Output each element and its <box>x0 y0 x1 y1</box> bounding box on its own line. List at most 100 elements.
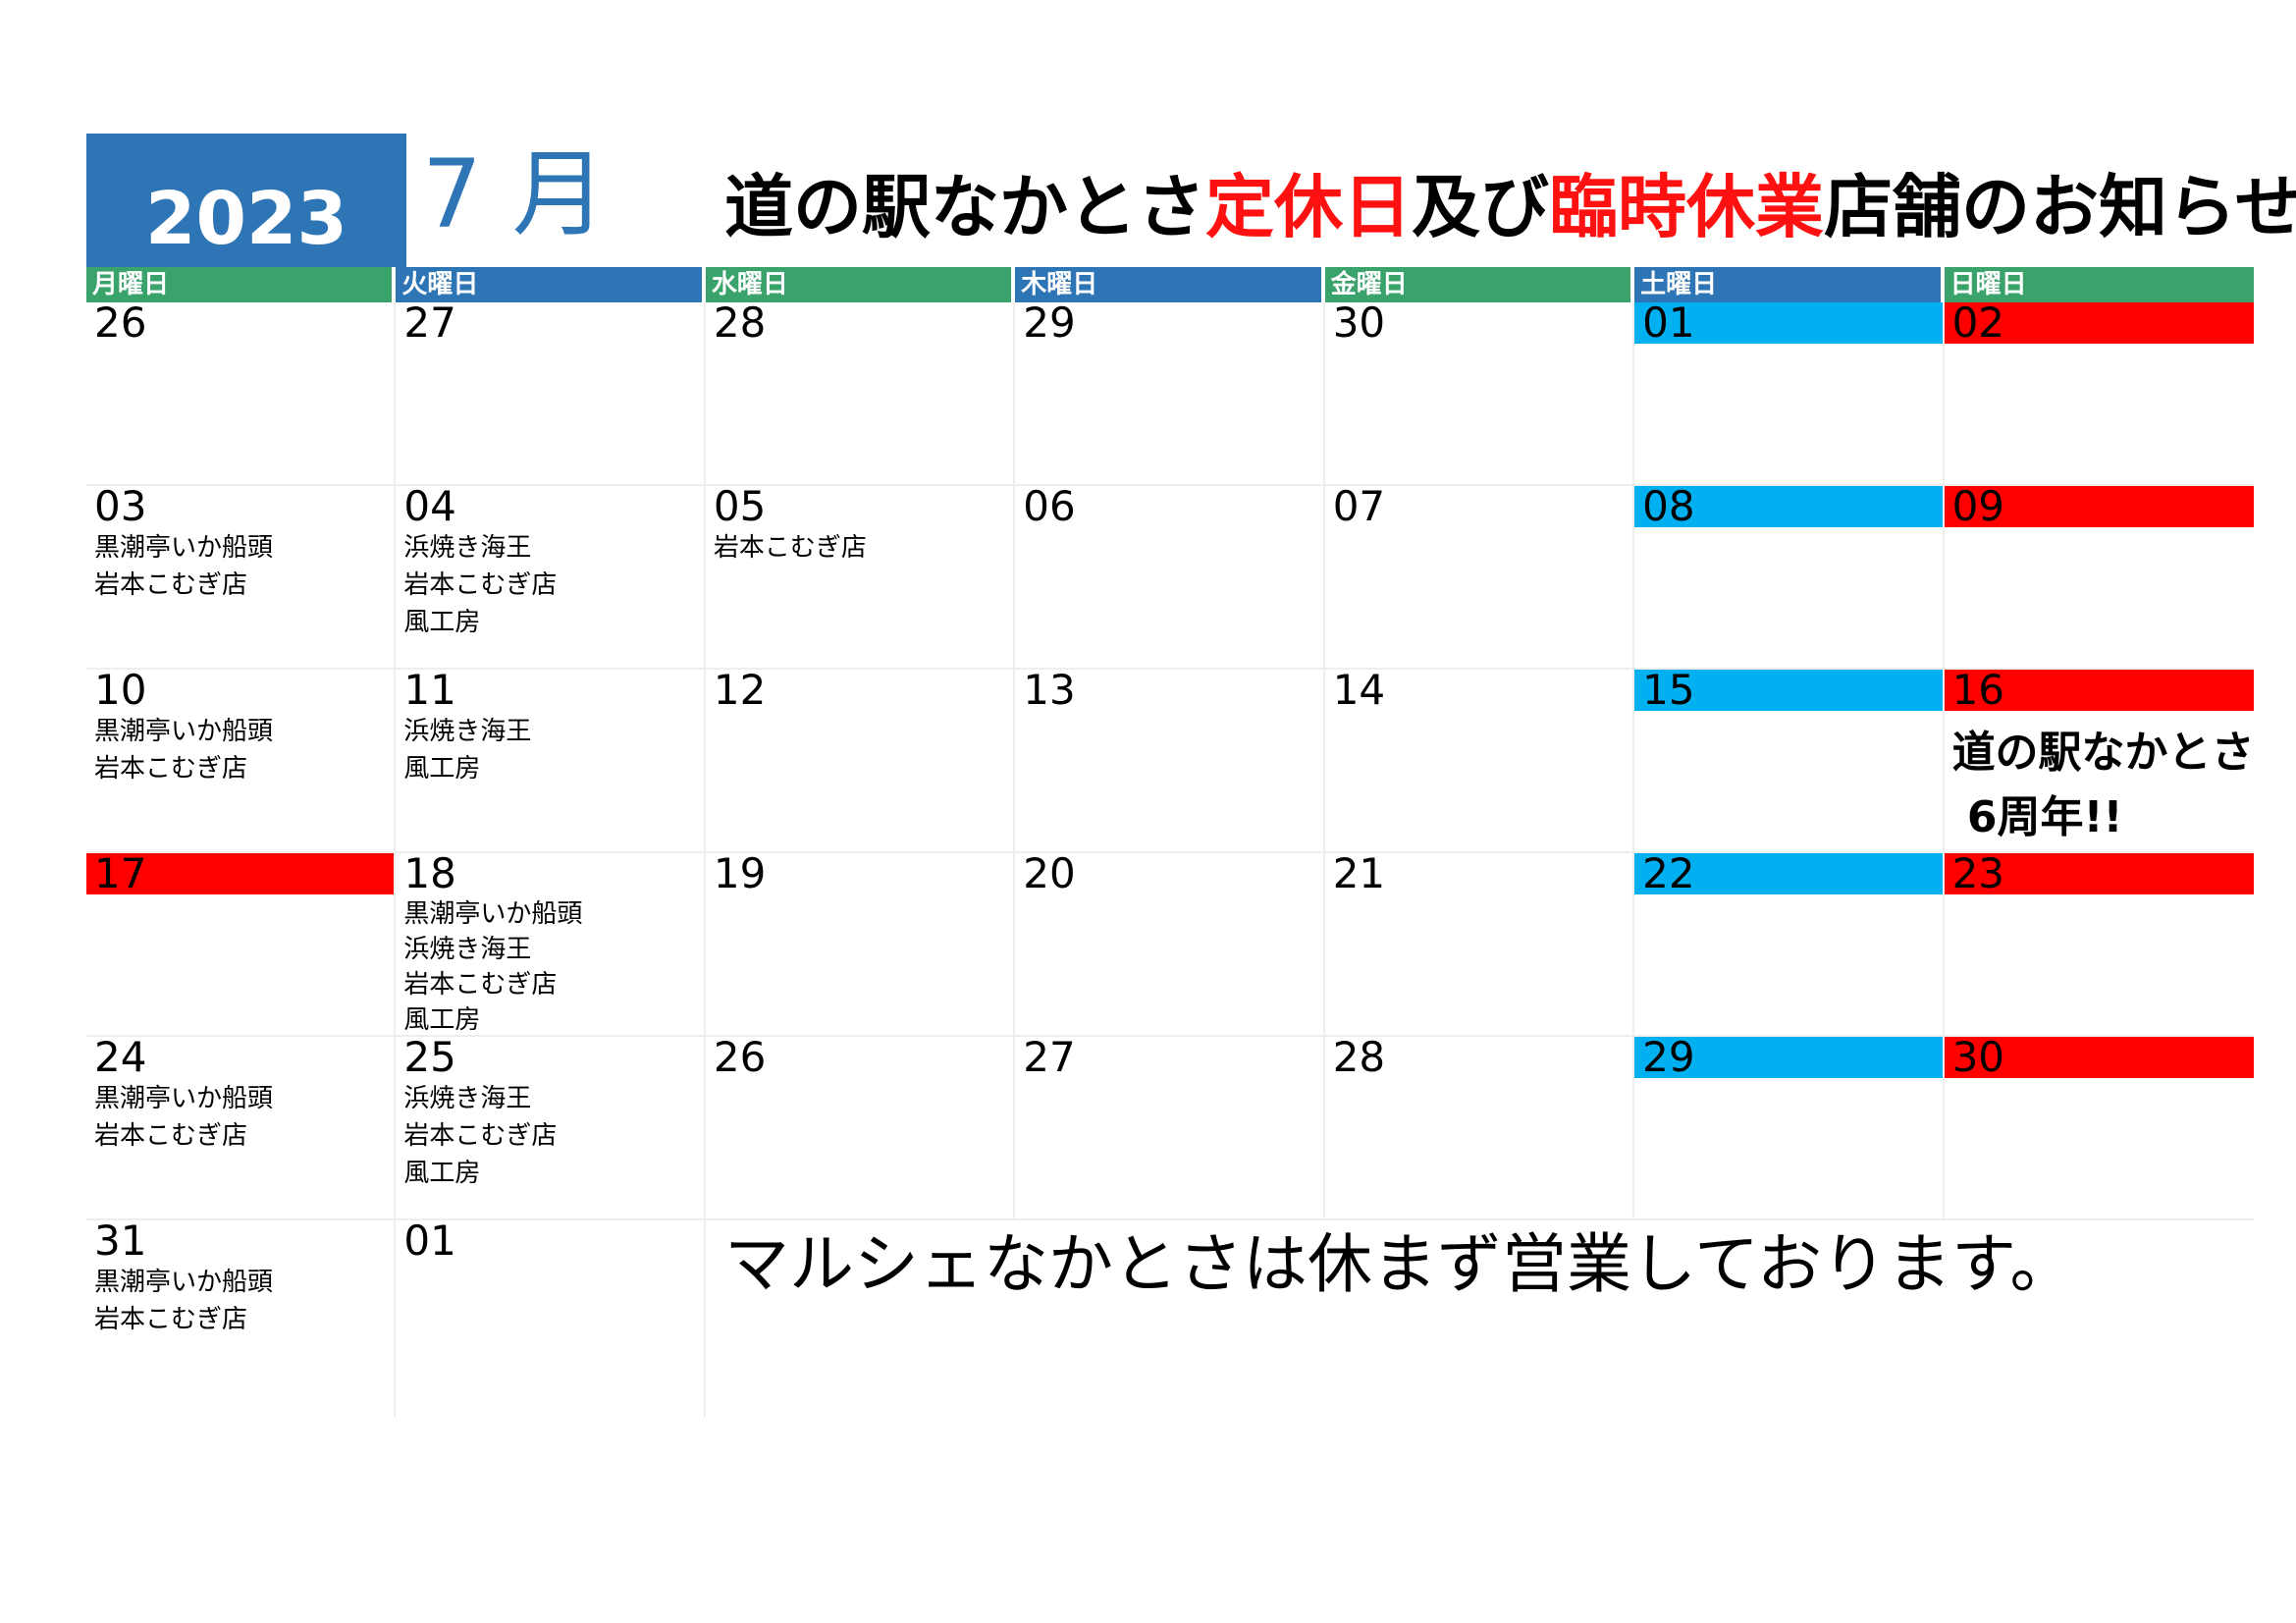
weekday-header: 木曜日 <box>1015 267 1321 302</box>
calendar-day-cell: 16 道の駅なかとさ 6周年!! <box>1944 670 2254 851</box>
calendar-day-cell: 31 黒潮亭いか船頭 岩本こむぎ店 <box>86 1220 397 1417</box>
month-label: 7 月 <box>422 139 607 249</box>
closed-shop: 風工房 <box>403 1159 481 1188</box>
closed-shop: 岩本こむぎ店 <box>403 570 558 600</box>
calendar-day-cell: 15 <box>1634 670 1945 851</box>
page-title: 道の駅なかとさ定休日及び臨時休業店舗のお知らせ <box>724 173 2296 242</box>
calendar-day-cell: 07 <box>1325 486 1635 668</box>
day-number: 23 <box>1944 853 2254 894</box>
day-number: 29 <box>1634 1037 1943 1078</box>
calendar-day-cell: 12 <box>706 670 1016 851</box>
closed-shop: 浜焼き海王 <box>403 717 532 746</box>
closed-shop: 風工房 <box>403 608 481 637</box>
day-number: 07 <box>1332 486 1386 530</box>
day-number: 01 <box>1634 302 1943 344</box>
day-number: 26 <box>94 302 147 347</box>
day-number: 02 <box>1944 302 2254 344</box>
calendar-grid: 月曜日 火曜日 水曜日 木曜日 金曜日 土曜日 日曜日 26 27 28 29 30 01 02 03 黒潮… <box>86 267 2254 1417</box>
day-number: 08 <box>1634 486 1943 527</box>
calendar-day-cell: 29 <box>1015 302 1325 484</box>
closed-shop: 岩本こむぎ店 <box>94 570 248 600</box>
title-part: 店舗のお知らせ <box>1824 167 2296 247</box>
calendar-day-cell: 26 <box>86 302 397 484</box>
anniversary-note: 6周年!! <box>1951 792 2123 842</box>
day-number: 04 <box>403 486 456 530</box>
day-number: 05 <box>713 486 767 530</box>
closed-shop: 岩本こむぎ店 <box>94 1305 248 1334</box>
day-number: 28 <box>1332 1037 1386 1081</box>
day-number: 17 <box>86 853 395 894</box>
closed-shop: 浜焼き海王 <box>403 533 532 563</box>
day-number: 19 <box>713 853 767 897</box>
calendar-day-cell: 14 <box>1325 670 1635 851</box>
day-number: 09 <box>1944 486 2254 527</box>
weekday-header: 日曜日 <box>1944 267 2254 302</box>
day-number: 27 <box>403 302 456 347</box>
title-part: 臨時休業 <box>1549 167 1824 247</box>
calendar-day-cell: 17 <box>86 853 397 1035</box>
calendar-day-cell: 22 <box>1634 853 1945 1035</box>
day-number: 20 <box>1023 853 1076 897</box>
day-number: 22 <box>1634 853 1943 894</box>
closed-shop: 岩本こむぎ店 <box>403 970 558 1000</box>
calendar-day-cell: 06 <box>1015 486 1325 668</box>
title-part: 道の駅なかとさ <box>724 167 1205 247</box>
calendar-week: 17 18 黒潮亭いか船頭 浜焼き海王 岩本こむぎ店 風工房 19 20 21 22 23 <box>86 853 2254 1037</box>
day-number: 10 <box>94 670 147 714</box>
calendar-week: 10 黒潮亭いか船頭 岩本こむぎ店 11 浜焼き海王風工房 12 13 14 15 16 道の駅なか… <box>86 670 2254 853</box>
day-number: 14 <box>1332 670 1386 714</box>
day-number: 11 <box>403 670 456 714</box>
day-number: 15 <box>1634 670 1943 711</box>
calendar-week: 26 27 28 29 30 01 02 <box>86 302 2254 486</box>
calendar-day-cell: 23 <box>1944 853 2254 1035</box>
calendar-day-cell: 20 <box>1015 853 1325 1035</box>
calendar-day-cell: 21 <box>1325 853 1635 1035</box>
closed-shop: 岩本こむぎ店 <box>403 1121 558 1151</box>
calendar-day-cell: 08 <box>1634 486 1945 668</box>
title-part: 及び <box>1412 167 1549 247</box>
day-number: 25 <box>403 1037 456 1081</box>
day-number: 24 <box>94 1037 147 1081</box>
weekday-header: 火曜日 <box>396 267 702 302</box>
calendar-day-cell: 01 <box>396 1220 706 1417</box>
calendar-day-cell: 25 浜焼き海王岩本こむぎ店 風工房 <box>396 1037 706 1218</box>
calendar-day-cell: 24 黒潮亭いか船頭 岩本こむぎ店 <box>86 1037 397 1218</box>
calendar-day-cell: 02 <box>1944 302 2254 484</box>
weekday-header: 月曜日 <box>86 267 393 302</box>
closed-shop: 風工房 <box>403 754 481 784</box>
closed-shop: 岩本こむぎ店 <box>713 533 867 563</box>
calendar-day-cell: 04 浜焼き海王岩本こむぎ店 風工房 <box>396 486 706 668</box>
day-number: 29 <box>1023 302 1076 347</box>
day-number: 30 <box>1332 302 1386 347</box>
calendar-day-cell: 18 黒潮亭いか船頭 浜焼き海王 岩本こむぎ店 風工房 <box>396 853 706 1035</box>
calendar-day-cell: 09 <box>1944 486 2254 668</box>
day-number: 30 <box>1944 1037 2254 1078</box>
calendar-day-cell: 26 <box>706 1037 1016 1218</box>
day-number: 01 <box>403 1220 456 1265</box>
calendar-week: 24 黒潮亭いか船頭 岩本こむぎ店 25 浜焼き海王 岩本こむぎ店 風工房 26 27 28 29 3… <box>86 1037 2254 1220</box>
anniversary-note: 道の駅なかとさ <box>1951 728 2254 778</box>
weekday-header-row: 月曜日 火曜日 水曜日 木曜日 金曜日 土曜日 日曜日 <box>86 267 2254 302</box>
calendar-week: 31 黒潮亭いか船頭 岩本こむぎ店 01 <box>86 1220 2254 1417</box>
calendar-day-cell: 13 <box>1015 670 1325 851</box>
day-number: 03 <box>94 486 147 530</box>
day-number: 16 <box>1944 670 2254 711</box>
closed-shop: 岩本こむぎ店 <box>94 754 248 784</box>
calendar-day-cell: 30 <box>1944 1037 2254 1218</box>
day-number: 12 <box>713 670 767 714</box>
day-number: 31 <box>94 1220 147 1265</box>
calendar-day-cell: 27 <box>396 302 706 484</box>
title-part: 定休日 <box>1205 167 1412 247</box>
day-number: 27 <box>1023 1037 1076 1081</box>
closed-shop: 黒潮亭いか船頭 <box>94 533 274 563</box>
calendar-day-cell: 27 <box>1015 1037 1325 1218</box>
calendar-day-cell: 28 <box>706 302 1016 484</box>
closed-shop: 黒潮亭いか船頭 <box>94 1084 274 1113</box>
day-number: 26 <box>713 1037 767 1081</box>
closed-shop: 浜焼き海王 <box>403 1084 532 1113</box>
closed-shop: 浜焼き海王 <box>403 935 532 964</box>
day-number: 06 <box>1023 486 1076 530</box>
calendar-day-cell: 10 黒潮亭いか船頭 岩本こむぎ店 <box>86 670 397 851</box>
day-number: 18 <box>403 853 456 897</box>
closed-shop: 岩本こむぎ店 <box>94 1121 248 1151</box>
